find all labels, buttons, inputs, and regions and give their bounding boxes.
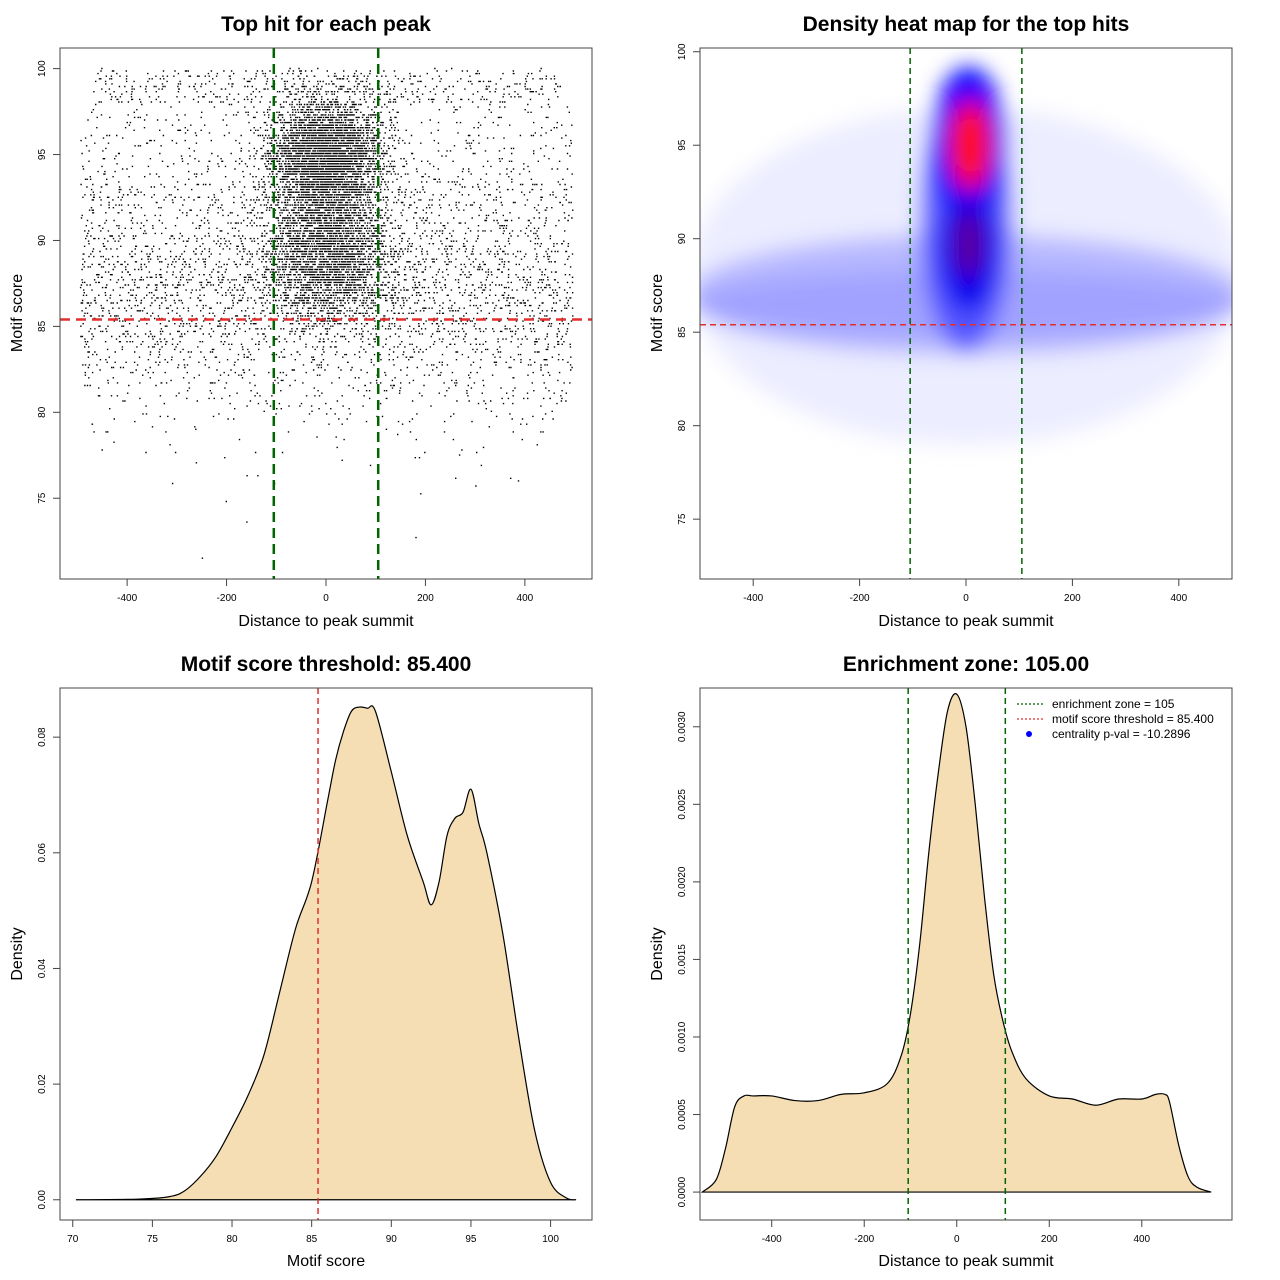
legend-entry-label: centrality p-val = -10.2896 [1052,727,1191,741]
score-density-area [75,705,577,1201]
score-density-ytick-label: 0.02 [37,1074,48,1094]
position-density-xtick-label: -200 [854,1234,874,1245]
heatmap-xtick-label: 200 [1064,593,1081,604]
scatter-xtick-label: 200 [417,593,434,604]
score-density-plot-frame [59,687,593,1221]
position-density-xtick-label: 400 [1133,1234,1150,1245]
position-density-title: Enrichment zone: 105.00 [843,653,1089,676]
score-density-ytick-label: 0.08 [37,727,48,747]
position-density-ytick-label: 0.0010 [677,1021,688,1052]
scatter-xtick-label: 400 [517,593,534,604]
heatmap-ticks: -400 -200 0 200 400 75 80 85 90 95 100 [677,43,1188,604]
position-density-ylabel: Density [649,927,666,980]
scatter-xlabel: Distance to peak summit [238,613,414,630]
score-density-xtick-label: 80 [226,1234,238,1245]
position-density-ytick-label: 0.0005 [677,1099,688,1130]
score-density-xtick-label: 75 [147,1234,159,1245]
position-density-ticks: -400 -200 0 200 400 0.0000 0.0005 0.0010 0.0015 0… [677,711,1151,1245]
scatter-ytick-label: 90 [37,234,48,246]
heat-region [955,115,986,176]
position-density-plot-frame [699,687,1233,1221]
score-density-xtick-label: 100 [542,1234,559,1245]
heatmap-ytick-label: 85 [677,326,688,338]
scatter-title: Top hit for each peak [221,13,431,36]
scatter-ytick-label: 80 [37,406,48,418]
position-density-xtick-label: -400 [762,1234,782,1245]
scatter-point [79,67,574,559]
position-density-xtick-label: 200 [1041,1234,1058,1245]
scatter-ytick-label: 85 [37,320,48,332]
heatmap-xlabel: Distance to peak summit [878,613,1054,630]
scatter-ytick-label: 100 [37,60,48,77]
position-density-ytick-label: 0.0020 [677,866,688,897]
score-density-ticks: 70 75 80 85 90 95 100 0.00 0.02 0.04 0.06 0.08 [37,727,559,1245]
position-density-ytick-label: 0.0015 [677,944,688,975]
scatter-ylabel: Motif score [9,274,26,352]
position-density-ytick-label: 0.0000 [677,1176,688,1207]
heatmap-reference-lines [700,48,1232,579]
score-density-panel: 70 75 80 85 90 95 100 0.00 0.02 0.04 0.06 0.08 Moti… [9,653,593,1270]
position-density-xlabel: Distance to peak summit [878,1253,1054,1270]
position-density-panel: -400 -200 0 200 400 0.0000 0.0005 0.0010 0.0015 0… [649,653,1233,1270]
heat-region [952,210,985,278]
position-density-ytick-label: 0.0030 [677,711,688,742]
score-density-xlabel: Motif score [287,1253,365,1270]
position-density-xtick-label: 0 [954,1234,960,1245]
score-density-ytick-label: 0.04 [37,958,48,978]
scatter-ytick-label: 75 [37,492,48,504]
heatmap-panel: -400 -200 0 200 400 75 80 85 90 95 100 Density hea… [649,13,1233,630]
heatmap-ytick-label: 75 [677,513,688,525]
position-density-area [700,693,1212,1193]
score-density-xtick-label: 70 [67,1234,79,1245]
heatmap-ytick-label: 100 [677,43,688,60]
scatter-reference-lines [60,48,592,579]
legend-entry-label: enrichment zone = 105 [1052,697,1175,711]
heatmap-xtick-label: -400 [743,593,763,604]
heatmap-ytick-label: 80 [677,420,688,432]
heatmap-xtick-label: 400 [1170,593,1187,604]
score-density-xtick-label: 85 [306,1234,318,1245]
scatter-panel: -400 -200 0 200 400 75 80 85 90 95 100 Top hit for… [9,13,593,630]
heatmap-ytick-label: 95 [677,139,688,151]
legend-marker [1026,731,1032,737]
heatmap-ylabel: Motif score [649,274,666,352]
scatter-points [79,67,574,559]
heatmap-title: Density heat map for the top hits [803,13,1130,36]
score-density-ytick-label: 0.06 [37,843,48,863]
score-density-ytick-label: 0.00 [37,1190,48,1210]
scatter-ytick-label: 95 [37,149,48,161]
score-density-ylabel: Density [9,927,26,980]
scatter-xtick-label: -400 [117,593,137,604]
heatmap-ytick-label: 90 [677,233,688,245]
score-density-xtick-label: 95 [465,1234,477,1245]
scatter-ticks: -400 -200 0 200 400 75 80 85 90 95 100 [37,60,534,604]
score-density-title: Motif score threshold: 85.400 [181,653,472,676]
heatmap-xtick-label: 0 [963,593,969,604]
score-density-xtick-label: 90 [386,1234,398,1245]
heatmap-density [700,66,1232,445]
scatter-xtick-label: 0 [323,593,329,604]
legend-entry-label: motif score threshold = 85.400 [1052,712,1214,726]
heatmap-xtick-label: -200 [850,593,870,604]
position-density-ytick-label: 0.0025 [677,789,688,820]
scatter-xtick-label: -200 [217,593,237,604]
position-density-reference-lines [907,688,1007,1220]
